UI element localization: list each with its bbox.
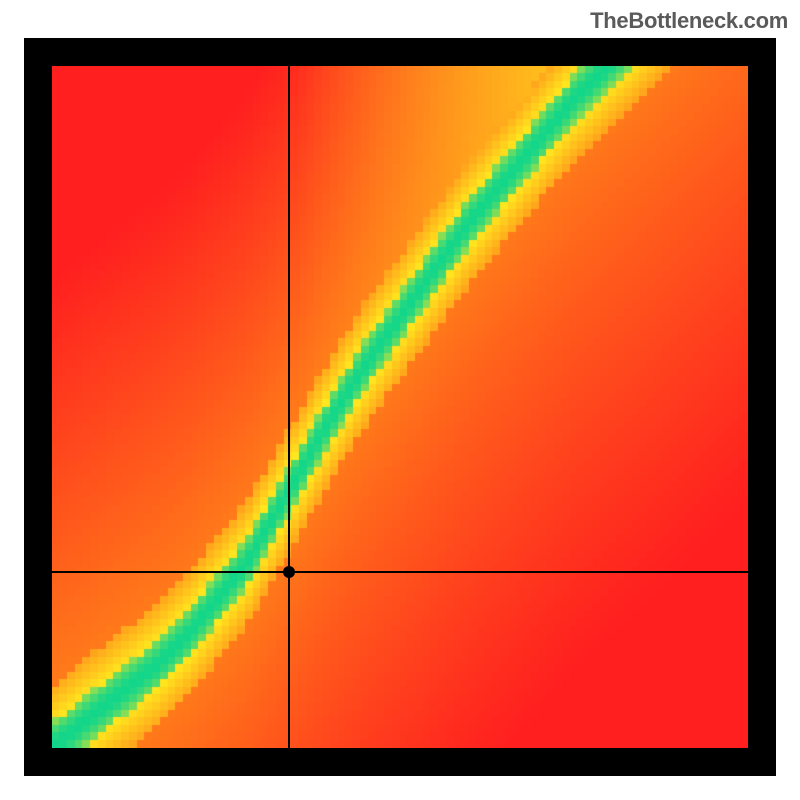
crosshair-horizontal bbox=[52, 571, 748, 573]
data-point-marker bbox=[283, 566, 295, 578]
heatmap-plot bbox=[52, 66, 748, 748]
watermark-text: TheBottleneck.com bbox=[590, 8, 788, 34]
crosshair-vertical bbox=[288, 66, 290, 748]
chart-container: TheBottleneck.com bbox=[0, 0, 800, 800]
